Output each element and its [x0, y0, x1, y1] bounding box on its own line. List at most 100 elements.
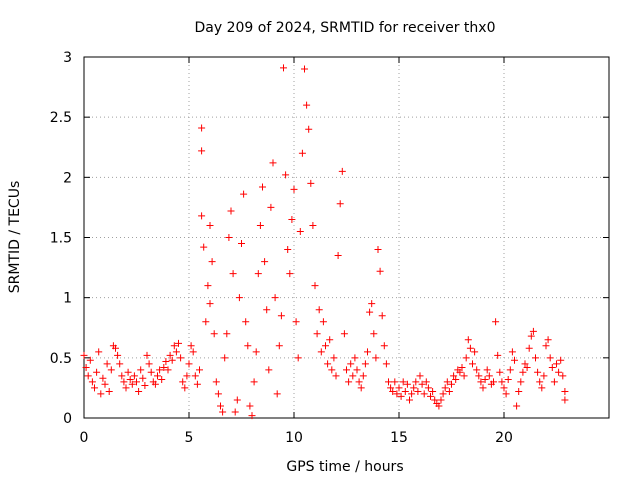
data-point [227, 207, 235, 215]
data-point [208, 258, 216, 266]
data-point [212, 378, 220, 386]
data-point [225, 234, 233, 241]
data-point [210, 330, 218, 338]
chart-title: Day 209 of 2024, SRMTID for receiver thx… [195, 20, 496, 36]
data-point [508, 348, 516, 356]
data-point [303, 101, 311, 109]
data-point [120, 378, 128, 386]
data-point [294, 354, 302, 362]
data-point [267, 203, 275, 211]
data-point [143, 351, 151, 359]
data-point [511, 356, 518, 364]
data-point [393, 390, 401, 398]
data-point [198, 124, 206, 132]
data-point [103, 360, 111, 368]
data-point [387, 384, 395, 392]
data-point [126, 375, 134, 383]
data-point [196, 366, 203, 374]
data-point [301, 65, 308, 73]
data-point [198, 147, 206, 155]
data-point [542, 342, 550, 350]
data-point [521, 360, 529, 368]
data-point [151, 380, 159, 388]
data-point [500, 384, 508, 392]
data-point [172, 348, 180, 356]
data-point [458, 363, 466, 371]
data-point [389, 388, 397, 396]
data-point [349, 372, 357, 380]
data-point [181, 384, 189, 392]
data-point [553, 360, 560, 368]
data-point [80, 351, 88, 359]
data-point [355, 378, 363, 386]
data-point [475, 372, 483, 380]
data-point [166, 351, 174, 359]
data-point [517, 378, 525, 386]
data-point [395, 384, 403, 392]
data-point [540, 372, 548, 380]
data-point [479, 384, 487, 392]
data-point [170, 342, 178, 350]
data-point [91, 384, 98, 392]
data-point [214, 390, 222, 398]
data-point [280, 64, 287, 72]
data-point [391, 378, 399, 386]
data-point [361, 360, 369, 368]
data-point [324, 360, 332, 368]
data-point [93, 368, 101, 376]
data-point [445, 388, 453, 396]
data-point [198, 212, 206, 220]
data-point [336, 200, 344, 208]
data-point [368, 300, 376, 308]
y-tick-label: 0 [63, 411, 72, 427]
data-point [456, 368, 464, 376]
data-point [84, 372, 92, 380]
data-point [519, 368, 527, 376]
data-point [498, 378, 506, 386]
data-point [284, 246, 292, 254]
data-point [168, 356, 176, 364]
data-point [364, 348, 371, 356]
data-point [385, 378, 392, 386]
data-point [555, 368, 563, 376]
grid-layer [84, 57, 609, 418]
data-point [473, 366, 481, 374]
data-point [366, 308, 374, 316]
data-point [357, 384, 365, 392]
data-point [401, 388, 409, 396]
data-point [282, 171, 290, 179]
data-point [160, 363, 168, 371]
data-point [504, 375, 512, 383]
data-point [177, 354, 185, 362]
data-point [418, 380, 426, 388]
data-point [399, 378, 407, 386]
data-point [116, 360, 124, 368]
data-point [191, 372, 199, 380]
data-point [95, 348, 103, 356]
data-point [464, 336, 472, 344]
data-point [347, 360, 355, 368]
data-point [466, 344, 474, 352]
data-point [437, 396, 445, 404]
data-point [315, 306, 323, 314]
data-point [529, 327, 537, 335]
data-point [340, 330, 348, 338]
data-point [179, 378, 187, 386]
data-point [443, 378, 451, 386]
data-point [452, 375, 460, 383]
data-point [322, 342, 329, 350]
data-point [162, 357, 170, 365]
data-point [133, 378, 140, 386]
data-point [275, 342, 283, 350]
data-point [311, 282, 319, 290]
data-point [99, 374, 107, 382]
data-point [164, 366, 172, 374]
data-point [86, 356, 94, 364]
data-point [141, 382, 149, 390]
data-point [221, 354, 229, 362]
x-tick-label: 0 [80, 430, 89, 446]
data-point [494, 351, 502, 359]
data-point [118, 372, 126, 380]
x-tick-label: 20 [495, 430, 513, 446]
data-point [471, 348, 479, 356]
